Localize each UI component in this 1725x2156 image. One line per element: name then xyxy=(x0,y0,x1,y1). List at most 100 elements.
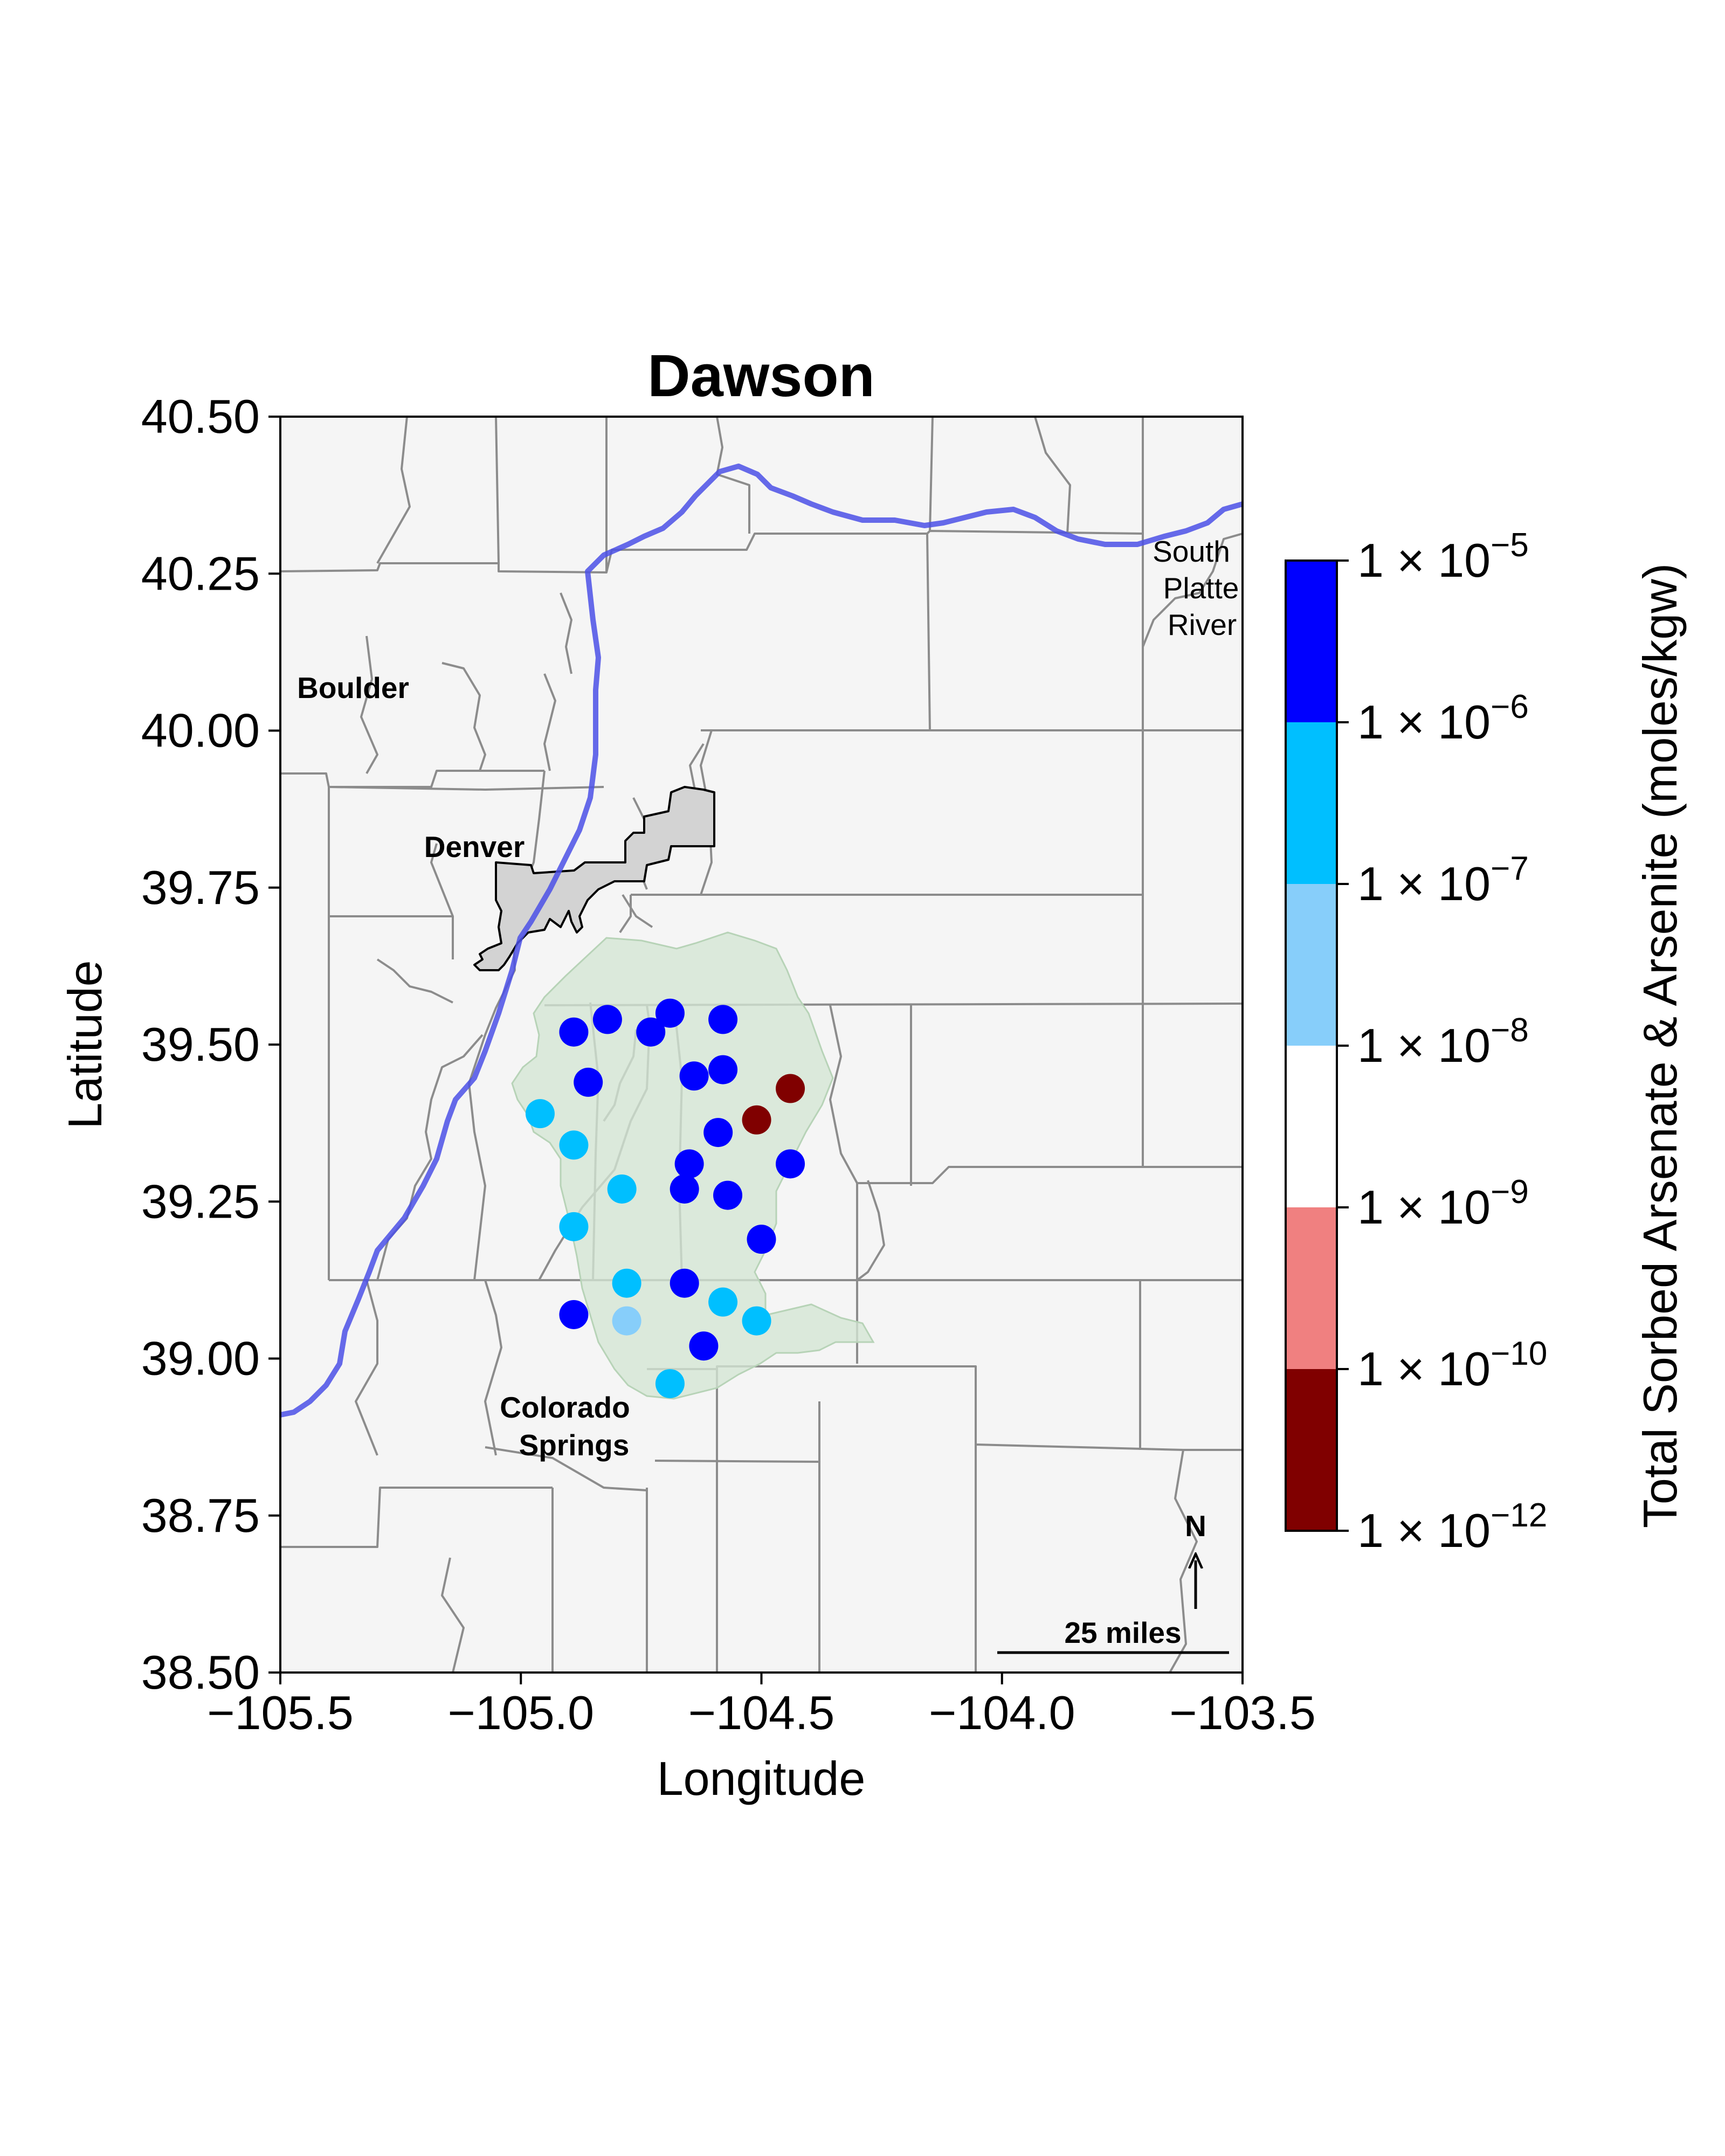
sample-point xyxy=(525,1099,555,1129)
y-tick-label: 38.50 xyxy=(141,1646,260,1699)
county-line xyxy=(468,770,546,1281)
county-line xyxy=(441,1557,465,1673)
sample-point xyxy=(612,1268,641,1298)
sample-point xyxy=(674,1149,704,1179)
colorbar-bin xyxy=(1286,561,1337,722)
y-tick-label: 40.00 xyxy=(141,704,260,757)
sample-point xyxy=(636,1017,666,1047)
sample-point xyxy=(559,1212,589,1241)
sample-point xyxy=(713,1180,743,1210)
colorbar-tick-label: 1 × 10−8 xyxy=(1357,1012,1529,1072)
county-line xyxy=(441,662,486,771)
county-line xyxy=(280,770,544,788)
x-axis-title: Longitude xyxy=(657,1752,866,1805)
colorbar-bin xyxy=(1286,1369,1337,1531)
denver-boundary xyxy=(473,786,715,971)
county-line xyxy=(543,673,556,771)
y-tick-label: 39.75 xyxy=(141,861,260,914)
x-tick-label: −105.5 xyxy=(207,1686,354,1739)
sample-point xyxy=(559,1130,589,1160)
y-tick-label: 39.00 xyxy=(141,1332,260,1385)
colorbar-tick-label: 1 × 10−7 xyxy=(1357,850,1529,910)
sample-point xyxy=(655,1369,685,1399)
county-line xyxy=(829,1005,858,1184)
sample-point xyxy=(742,1306,771,1336)
y-tick-label: 40.25 xyxy=(141,547,260,600)
county-line xyxy=(857,1166,1243,1184)
sample-point xyxy=(689,1331,719,1361)
sample-point xyxy=(708,1005,738,1034)
sample-point xyxy=(559,1017,589,1047)
sample-point xyxy=(592,1005,622,1034)
colorbar-tick-label: 1 × 10−10 xyxy=(1357,1335,1547,1395)
county-line xyxy=(622,894,653,928)
county-line xyxy=(328,786,604,791)
river-label-line-2: Platte xyxy=(1163,571,1239,605)
x-tick-label: −104.0 xyxy=(929,1686,1075,1739)
sample-point xyxy=(703,1118,733,1148)
county-line xyxy=(560,592,572,674)
river-label-line-3: River xyxy=(1168,608,1237,641)
sample-point xyxy=(747,1225,776,1254)
county-line xyxy=(485,1446,647,1491)
county-line xyxy=(495,417,500,564)
y-tick-label: 40.50 xyxy=(141,390,260,443)
colorbar-bin xyxy=(1286,1046,1337,1207)
sample-point xyxy=(655,998,685,1028)
north-arrow-label: N xyxy=(1185,1509,1206,1543)
colorbar-tick-label: 1 × 10−6 xyxy=(1357,688,1529,749)
y-axis: 38.50 38.75 39.00 39.25 39.50 39.75 40.00 40.25… xyxy=(141,390,280,1699)
boulder-label: Boulder xyxy=(297,671,409,704)
sample-point xyxy=(708,1287,738,1317)
scale-bar-label: 25 miles xyxy=(1064,1616,1181,1649)
sample-point xyxy=(708,1055,738,1084)
y-tick-label: 38.75 xyxy=(141,1489,260,1542)
sample-points xyxy=(525,998,805,1399)
river-label-line-1: South xyxy=(1153,535,1230,568)
colorbar-title: Total Sorbed Arsenate & Arsenite (moles/… xyxy=(1633,563,1687,1528)
county-line xyxy=(619,895,632,934)
colorbar-bin xyxy=(1286,884,1337,1046)
colorado-springs-label-line-2: Springs xyxy=(519,1428,630,1462)
county-line xyxy=(929,417,934,531)
y-axis-title: Latitude xyxy=(58,960,112,1129)
colorado-springs-label-line-1: Colorado xyxy=(500,1391,630,1424)
county-line xyxy=(1034,417,1071,534)
sample-point xyxy=(670,1174,699,1204)
sample-point xyxy=(670,1268,699,1298)
county-line xyxy=(926,533,931,731)
sample-point xyxy=(612,1306,641,1336)
x-tick-label: −104.5 xyxy=(688,1686,835,1739)
county-line xyxy=(484,1280,502,1456)
south-platte-river xyxy=(280,464,1243,1418)
sample-point xyxy=(742,1105,771,1135)
plot-area: Boulder Denver Colorado Springs South Pl… xyxy=(279,416,1244,1674)
county-line xyxy=(376,417,411,564)
x-axis: −105.5 −105.0 −104.5 −104.0 −103.5 xyxy=(207,1673,1316,1739)
county-line xyxy=(355,1280,378,1456)
county-line xyxy=(280,1487,553,1548)
colorbar-tick-label: 1 × 10−12 xyxy=(1357,1497,1547,1557)
sample-point xyxy=(559,1300,589,1329)
sample-point xyxy=(574,1067,603,1097)
x-tick-label: −103.5 xyxy=(1169,1686,1316,1739)
sample-point xyxy=(776,1149,805,1179)
colorbar-bin xyxy=(1286,722,1337,884)
map-title: Dawson xyxy=(647,343,875,409)
county-line xyxy=(280,530,1143,573)
county-line xyxy=(856,1180,885,1281)
y-tick-label: 39.50 xyxy=(141,1018,260,1071)
colorbar-ticks: 1 × 10−12 1 × 10−10 1 × 10−9 1 × 10−8 1 × 10… xyxy=(1337,527,1547,1557)
denver-label: Denver xyxy=(424,830,525,863)
colorbar-bin xyxy=(1286,1207,1337,1369)
sample-point xyxy=(679,1061,709,1091)
colorbar-frame xyxy=(1285,559,1338,1532)
county-line xyxy=(1142,533,1243,647)
county-line xyxy=(430,843,454,959)
sample-point xyxy=(776,1074,805,1103)
y-tick-label: 39.25 xyxy=(141,1174,260,1228)
county-line xyxy=(376,958,453,1004)
colorbar-tick-label: 1 × 10−5 xyxy=(1357,527,1529,587)
sample-point xyxy=(607,1174,637,1204)
